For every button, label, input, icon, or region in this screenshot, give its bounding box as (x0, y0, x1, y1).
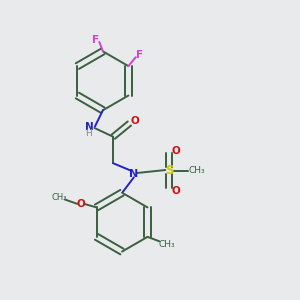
Text: F: F (92, 35, 99, 45)
Text: CH₃: CH₃ (189, 166, 206, 175)
Text: O: O (171, 186, 180, 196)
Text: N: N (129, 169, 138, 178)
Text: CH₃: CH₃ (52, 193, 68, 202)
Text: S: S (165, 164, 173, 177)
Text: N: N (85, 122, 94, 132)
Text: H: H (85, 129, 92, 138)
Text: O: O (131, 116, 140, 126)
Text: O: O (171, 146, 180, 156)
Text: CH₃: CH₃ (159, 240, 175, 249)
Text: F: F (136, 50, 143, 60)
Text: O: O (76, 199, 85, 209)
